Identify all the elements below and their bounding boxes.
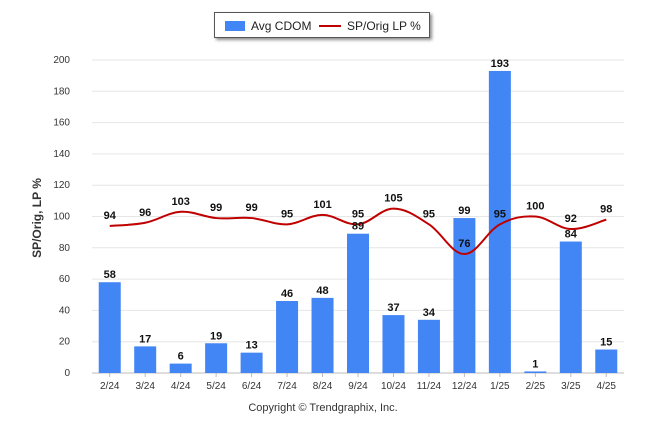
line-value-label: 92 xyxy=(565,213,577,225)
line-path[interactable] xyxy=(109,207,607,256)
line-value-label: 103 xyxy=(171,196,189,208)
line-swatch xyxy=(319,25,341,27)
y-axis-title: SP/Orig, LP % xyxy=(30,178,44,258)
bar[interactable] xyxy=(98,282,121,373)
bar-value-label: 193 xyxy=(491,58,509,70)
bar[interactable] xyxy=(311,297,334,373)
x-axis-ticks: 2/24 3/24 4/24 5/24 6/24 7/24 8/24 9/24 10/24 11/… xyxy=(100,373,616,392)
bar-value-label: 89 xyxy=(352,221,364,233)
x-tick-label: 8/24 xyxy=(313,381,333,392)
line-value-label: 99 xyxy=(245,202,257,214)
y-tick-label: 80 xyxy=(59,243,71,254)
x-tick-label: 9/24 xyxy=(348,381,368,392)
legend-label-avg-cdom: Avg CDOM xyxy=(251,19,312,33)
x-tick-label: 10/24 xyxy=(381,381,406,392)
x-tick-label: 3/25 xyxy=(561,381,581,392)
line-value-label: 95 xyxy=(494,208,506,220)
x-tick-label: 12/24 xyxy=(452,381,477,392)
bar[interactable] xyxy=(559,241,582,373)
line-value-label: 99 xyxy=(210,202,222,214)
line-value-label: 96 xyxy=(139,207,151,219)
x-tick-label: 11/24 xyxy=(417,381,442,392)
bar-swatch xyxy=(225,21,245,31)
y-tick-label: 40 xyxy=(59,305,71,316)
bar[interactable] xyxy=(488,70,511,373)
bar[interactable] xyxy=(169,363,192,373)
x-tick-label: 2/25 xyxy=(526,381,546,392)
bar-value-label: 17 xyxy=(139,333,151,345)
bar-value-label: 15 xyxy=(600,337,612,349)
bar-value-label: 6 xyxy=(178,351,184,363)
bar[interactable] xyxy=(524,371,547,373)
line-value-label: 95 xyxy=(423,208,435,220)
bar-value-label: 34 xyxy=(423,307,436,319)
line-value-label: 101 xyxy=(313,199,331,211)
legend-item-avg-cdom[interactable]: Avg CDOM xyxy=(225,19,311,33)
bar[interactable] xyxy=(595,349,618,373)
line-value-label: 105 xyxy=(384,193,402,205)
bar-value-label: 19 xyxy=(210,330,222,342)
bar-value-label: 99 xyxy=(458,205,470,217)
y-tick-label: 60 xyxy=(59,274,71,285)
line-value-label: 100 xyxy=(526,201,544,213)
y-tick-label: 0 xyxy=(64,368,70,379)
bar[interactable] xyxy=(205,343,228,373)
legend-item-sp-orig[interactable]: SP/Orig LP % xyxy=(319,19,421,33)
bar-value-label: 58 xyxy=(104,269,116,281)
x-tick-label: 7/24 xyxy=(277,381,297,392)
x-tick-label: 2/24 xyxy=(100,381,120,392)
line-value-label: 95 xyxy=(281,208,293,220)
y-tick-label: 100 xyxy=(53,212,70,223)
data-labels: 58 17 6 19 13 46 48 89 37 34 99 193 1 84 15 94 96 103 99 99… xyxy=(104,58,613,370)
y-tick-label: 160 xyxy=(53,118,70,129)
x-tick-label: 4/25 xyxy=(597,381,617,392)
bar-value-label: 84 xyxy=(565,229,578,241)
y-tick-label: 200 xyxy=(53,55,70,66)
y-tick-label: 180 xyxy=(53,86,70,97)
bar[interactable] xyxy=(134,346,157,373)
line-value-label: 94 xyxy=(104,210,117,222)
x-tick-label: 1/25 xyxy=(490,381,510,392)
line-series xyxy=(109,207,607,256)
legend: Avg CDOM SP/Orig LP % xyxy=(214,12,430,38)
x-tick-label: 6/24 xyxy=(242,381,262,392)
legend-label-sp-orig: SP/Orig LP % xyxy=(347,19,421,33)
bar[interactable] xyxy=(453,218,476,373)
x-tick-label: 3/24 xyxy=(135,381,155,392)
bar[interactable] xyxy=(347,233,369,373)
bar-value-label: 1 xyxy=(532,358,538,370)
y-tick-label: 140 xyxy=(53,149,70,160)
bar-value-label: 46 xyxy=(281,288,293,300)
line-value-label: 95 xyxy=(352,208,364,220)
line-value-label: 76 xyxy=(458,238,470,250)
bars-series xyxy=(98,70,618,373)
bar[interactable] xyxy=(417,319,440,373)
bar[interactable] xyxy=(240,352,263,373)
copyright: Copyright © Trendgraphix, Inc. xyxy=(248,402,398,414)
bar[interactable] xyxy=(276,301,299,373)
bar[interactable] xyxy=(382,315,405,373)
x-tick-label: 4/24 xyxy=(171,381,191,392)
line-value-label: 98 xyxy=(600,204,612,216)
x-tick-label: 5/24 xyxy=(206,381,226,392)
y-tick-label: 120 xyxy=(53,180,70,191)
y-tick-label: 20 xyxy=(59,337,71,348)
bar-value-label: 48 xyxy=(316,285,328,297)
bar-value-label: 13 xyxy=(245,340,257,352)
bar-value-label: 37 xyxy=(387,302,399,314)
y-axis-ticks: 0 20 40 60 80 100 120 140 160 180 200 xyxy=(53,55,70,379)
